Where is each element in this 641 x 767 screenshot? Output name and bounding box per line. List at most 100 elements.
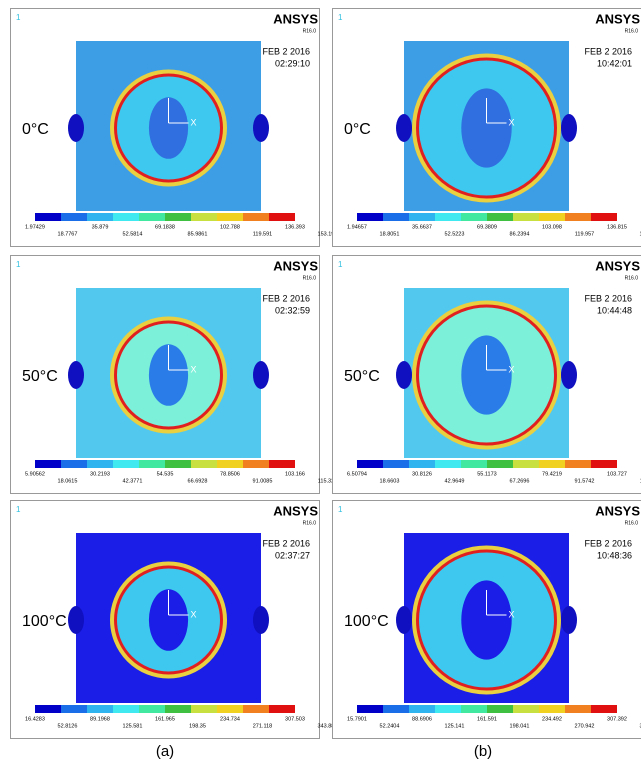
- stress-lobe: [68, 606, 84, 634]
- legend-value: 234.492: [542, 716, 562, 722]
- legend-value: 85.9861: [188, 231, 208, 237]
- legend-swatch: [435, 213, 461, 221]
- legend-swatch: [243, 705, 269, 713]
- ansys-panel: 1 ANSYS R16.0 X FEB 2 2016 10:44:48 50°C 6.5079…: [332, 255, 641, 494]
- date: FEB 2 2016: [584, 293, 632, 303]
- stress-lobe: [68, 361, 84, 389]
- legend-value: 125.581: [123, 723, 143, 729]
- legend-swatch: [61, 705, 87, 713]
- legend-swatch: [113, 213, 139, 221]
- legend-value: 119.957: [575, 231, 594, 237]
- legend-swatch: [217, 213, 243, 221]
- legend-value: 52.5814: [123, 231, 143, 237]
- legend-swatch: [513, 460, 539, 468]
- temperature: 50°C: [22, 368, 58, 385]
- legend-swatch: [357, 705, 383, 713]
- date: FEB 2 2016: [262, 46, 310, 56]
- date: FEB 2 2016: [584, 46, 632, 56]
- legend-swatch: [435, 705, 461, 713]
- legend-swatch: [191, 213, 217, 221]
- legend-swatch: [357, 460, 383, 468]
- legend-swatch: [513, 705, 539, 713]
- temperature: 50°C: [344, 368, 380, 385]
- stress-lobe: [561, 114, 577, 142]
- legend-value: 198.35: [189, 723, 206, 729]
- legend-swatch: [487, 460, 513, 468]
- legend-swatch: [409, 460, 435, 468]
- core-zone: [148, 97, 189, 159]
- core-zone: [461, 88, 512, 168]
- legend-value: 86.2394: [510, 231, 530, 237]
- stress-lobe: [253, 606, 269, 634]
- axis-x: X: [191, 364, 197, 374]
- core-zone: [461, 580, 512, 660]
- stress-lobe: [253, 361, 269, 389]
- legend-value: 69.3809: [477, 224, 497, 230]
- window-number: 1: [338, 505, 343, 514]
- temperature: 0°C: [22, 121, 49, 138]
- legend-swatch: [539, 460, 565, 468]
- legend-swatch: [269, 213, 295, 221]
- date: FEB 2 2016: [262, 538, 310, 548]
- time: 02:37:27: [275, 550, 310, 560]
- legend-value: 18.6603: [380, 478, 400, 484]
- legend-swatch: [165, 213, 191, 221]
- ansys-logo: ANSYS: [273, 258, 318, 273]
- legend-value: 161.965: [155, 716, 175, 722]
- legend-value: 271.118: [253, 723, 272, 729]
- time: 02:32:59: [275, 305, 310, 315]
- legend-swatch: [539, 213, 565, 221]
- legend-value: 307.503: [285, 716, 305, 722]
- stress-lobe: [561, 606, 577, 634]
- axis-triad: [168, 98, 189, 124]
- temperature: 100°C: [344, 613, 389, 630]
- ansys-panel: 1 ANSYS R16.0 X FEB 2 2016 02:29:10 0°C 1.97429…: [10, 8, 337, 247]
- legend-value: 30.8126: [412, 471, 432, 477]
- legend-value: 125.141: [445, 723, 465, 729]
- time: 02:29:10: [275, 58, 310, 68]
- legend-value: 343.842: [640, 723, 641, 729]
- core-zone: [461, 335, 512, 415]
- legend-value: 103.727: [607, 471, 627, 477]
- legend-value: 35.879: [92, 224, 109, 230]
- legend-value: 198.041: [510, 723, 530, 729]
- legend-value: 1.97429: [25, 224, 45, 230]
- stress-lobe: [396, 361, 412, 389]
- legend-swatch: [243, 213, 269, 221]
- legend-swatch: [35, 460, 61, 468]
- date: FEB 2 2016: [584, 538, 632, 548]
- legend-swatch: [539, 705, 565, 713]
- legend-value: 343.887: [318, 723, 338, 729]
- legend-value: 55.1173: [477, 471, 496, 477]
- ring-outer: [110, 316, 227, 434]
- legend-swatch: [139, 213, 165, 221]
- ansys-panel: 1 ANSYS R16.0 X FEB 2 2016 10:48:36 100°C 15.79…: [332, 500, 641, 739]
- axis-triad: [486, 590, 507, 616]
- ansys-logo: ANSYS: [595, 258, 640, 273]
- stress-lobe: [396, 114, 412, 142]
- legend-value: 18.8051: [380, 231, 400, 237]
- temperature: 0°C: [344, 121, 371, 138]
- legend-swatch: [461, 213, 487, 221]
- legend-swatch: [591, 460, 617, 468]
- legend-value: 35.6637: [412, 224, 432, 230]
- legend-value: 91.0085: [253, 478, 273, 484]
- legend-swatch: [35, 213, 61, 221]
- legend-swatch: [513, 213, 539, 221]
- legend-value: 79.4219: [542, 471, 562, 477]
- legend-swatch: [87, 705, 113, 713]
- ring-outer: [110, 561, 227, 679]
- legend-value: 69.1838: [155, 224, 175, 230]
- ansys-panel: 1 ANSYS R16.0 X FEB 2 2016 02:32:59 50°C 5.9056…: [10, 255, 337, 494]
- legend-swatch: [217, 705, 243, 713]
- legend-swatch: [591, 213, 617, 221]
- version: R16.0: [625, 275, 639, 281]
- time: 10:44:48: [597, 305, 632, 315]
- legend-swatch: [409, 705, 435, 713]
- legend-value: 1.94657: [347, 224, 367, 230]
- legend-value: 102.788: [220, 224, 240, 230]
- version: R16.0: [303, 28, 317, 34]
- legend-value: 136.393: [285, 224, 305, 230]
- legend-value: 15.7901: [347, 716, 367, 722]
- legend-swatch: [269, 460, 295, 468]
